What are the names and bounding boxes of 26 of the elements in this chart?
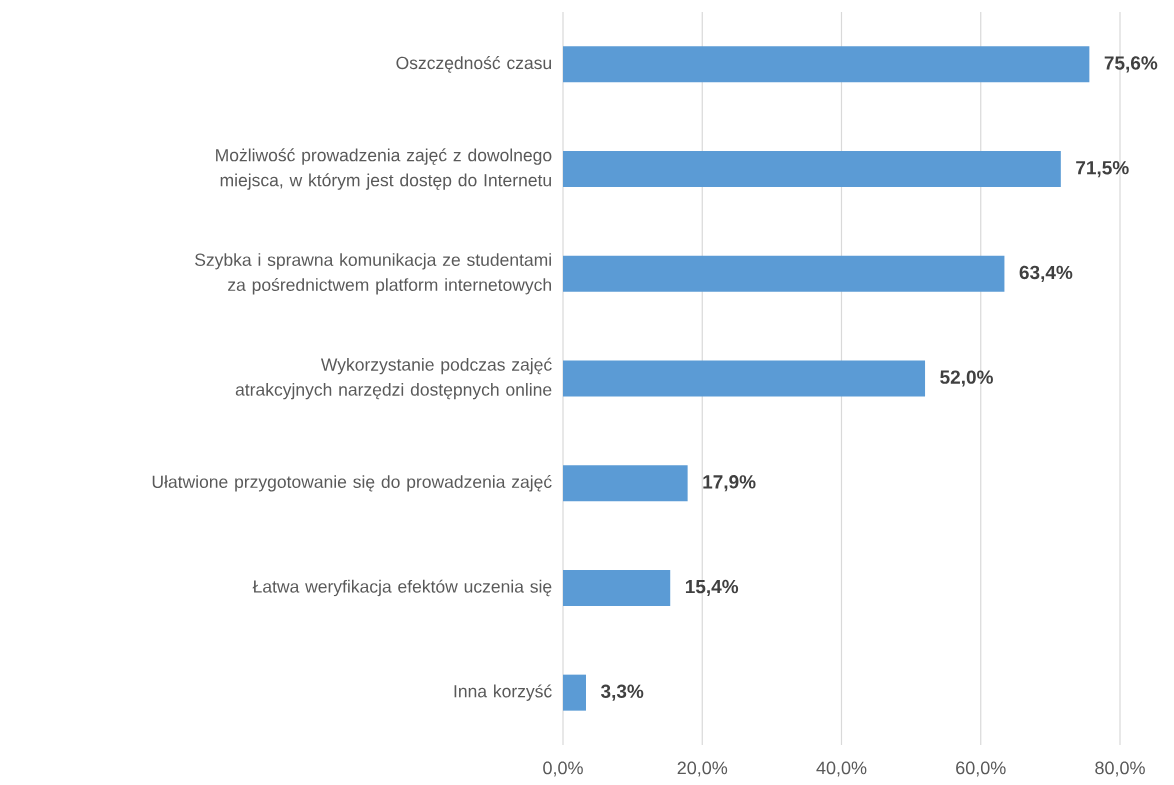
x-tick-label: 20,0% bbox=[677, 761, 728, 777]
x-tick-label: 40,0% bbox=[816, 761, 867, 777]
x-tick-label: 0,0% bbox=[543, 761, 583, 777]
bar bbox=[563, 674, 586, 711]
y-tick-label: Możliwość prowadzenia zajęć z dowolnego miejsca, w którym jest dostęp do Internetu bbox=[216, 148, 552, 190]
bar bbox=[563, 255, 1005, 292]
data-label: 71,5% bbox=[1076, 161, 1129, 178]
y-tick-label: Łatwa weryfikacja efektów uczenia się bbox=[252, 579, 552, 597]
bar bbox=[563, 569, 671, 606]
x-tick-label: 80,0% bbox=[1095, 761, 1145, 777]
bar bbox=[563, 360, 926, 397]
x-tick-label: 60,0% bbox=[956, 761, 1006, 777]
data-label: 17,9% bbox=[703, 475, 756, 492]
data-label: 52,0% bbox=[940, 370, 993, 387]
y-tick-label: Wykorzystanie podczas zajęć atrakcyjnych narzędzi dostępnych online bbox=[235, 357, 552, 400]
data-label: 63,4% bbox=[1019, 265, 1073, 282]
y-tick-label: Szybka i sprawna komunikacja ze studentami za pośrednictwem platform internetowych bbox=[195, 253, 551, 295]
bar bbox=[563, 465, 688, 502]
data-label: 15,4% bbox=[685, 579, 739, 597]
y-tick-label: Inna korzyść bbox=[454, 684, 552, 701]
bar bbox=[563, 151, 1061, 188]
bar bbox=[563, 46, 1090, 83]
data-label: 75,6% bbox=[1104, 56, 1158, 73]
y-tick-label: Ułatwione przygotowanie się do prowadzenia zajęć bbox=[152, 474, 552, 492]
y-tick-label: Oszczędność czasu bbox=[396, 56, 552, 73]
data-label: 3,3% bbox=[600, 684, 644, 701]
